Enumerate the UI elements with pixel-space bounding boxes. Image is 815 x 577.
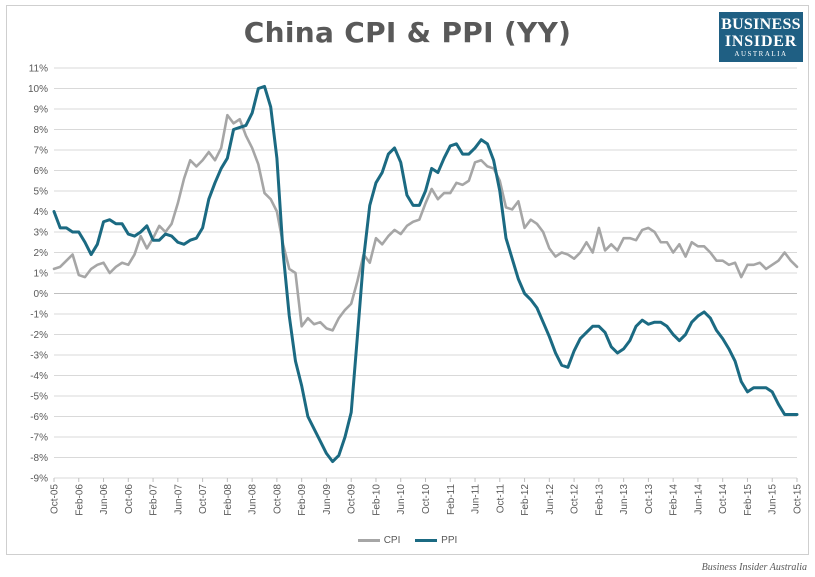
x-tick-label: Jun-10 (396, 484, 407, 515)
source-credit: Business Insider Australia (701, 562, 807, 573)
series-lines (52, 84, 799, 464)
x-tick-label: Jun-12 (545, 484, 556, 515)
x-tick-label: Jun-14 (693, 484, 704, 515)
y-tick-label: 8% (34, 125, 49, 136)
logo-line-1: BUSINESS (721, 16, 801, 33)
logo-line-2: INSIDER (724, 33, 798, 50)
x-tick-label: Oct-07 (198, 484, 209, 514)
y-tick-label: 3% (34, 228, 49, 239)
legend-item-ppi: PPI (415, 535, 457, 546)
x-tick-label: Jun-15 (768, 484, 779, 515)
y-tick-label: 2% (34, 248, 49, 259)
y-tick-label: 4% (34, 207, 49, 218)
series-line-ppi (52, 84, 799, 464)
series-line-cpi (52, 113, 799, 332)
y-tick-label: 0% (34, 289, 49, 300)
y-tick-label: 6% (34, 166, 49, 177)
y-tick-label: -6% (30, 412, 48, 423)
y-tick-label: -3% (30, 351, 48, 362)
x-tick-label: Jun-06 (99, 484, 110, 515)
x-tick-label: Feb-09 (297, 484, 308, 516)
y-tick-label: -1% (30, 310, 48, 321)
y-tick-label: 5% (34, 187, 49, 198)
y-tick-label: -7% (30, 433, 48, 444)
x-tick-label: Jun-07 (173, 484, 184, 515)
y-tick-label: 11% (29, 64, 48, 75)
legend-item-cpi: CPI (357, 535, 401, 546)
y-tick-label: 10% (28, 84, 48, 95)
x-tick-label: Oct-05 (50, 484, 61, 514)
legend-swatch-ppi (415, 538, 438, 542)
y-tick-label: -9% (30, 474, 48, 485)
x-tick-label: Feb-10 (371, 484, 382, 516)
x-tick-label: Feb-08 (223, 484, 234, 516)
legend: CPI PPI (0, 535, 815, 546)
legend-label-cpi: CPI (383, 535, 401, 546)
chart-frame (6, 5, 809, 555)
x-tick-label: Oct-09 (347, 484, 358, 514)
x-tick-label: Oct-11 (495, 484, 506, 514)
y-tick-label: -2% (30, 330, 48, 341)
y-tick-label: -5% (30, 392, 48, 403)
business-insider-logo: BUSINESS INSIDER AUSTRALIA (719, 12, 803, 62)
x-axis: Oct-05 Feb-06 Jun-06 Oct-06 Feb-07 Jun-07 Oct-… (50, 478, 804, 516)
legend-label-ppi: PPI (441, 535, 458, 546)
x-tick-label: Oct-10 (421, 484, 432, 514)
legend-swatch-cpi (357, 538, 380, 542)
x-tick-label: Oct-13 (644, 484, 655, 514)
x-tick-label: Feb-13 (594, 484, 605, 516)
x-tick-label: Feb-12 (520, 484, 531, 516)
x-tick-label: Jun-08 (248, 484, 259, 515)
x-tick-label: Oct-15 (793, 484, 804, 514)
x-tick-label: Feb-15 (743, 484, 754, 516)
y-tick-label: 1% (34, 269, 49, 280)
x-tick-label: Jun-09 (322, 484, 333, 515)
x-tick-label: Feb-07 (149, 484, 160, 516)
x-tick-label: Jun-11 (471, 484, 482, 514)
y-tick-label: -8% (30, 453, 48, 464)
x-tick-label: Feb-06 (74, 484, 85, 516)
x-tick-label: Feb-11 (446, 484, 457, 515)
y-tick-label: 7% (34, 146, 49, 157)
chart-title: China CPI & PPI (YY) (243, 16, 572, 49)
y-tick-label: -4% (30, 371, 48, 382)
x-tick-label: Oct-06 (124, 484, 135, 514)
logo-line-3: AUSTRALIA (734, 50, 788, 58)
y-tick-label: 9% (34, 105, 49, 116)
x-tick-label: Oct-12 (570, 484, 581, 514)
x-tick-label: Oct-14 (718, 484, 729, 514)
gridlines (54, 67, 797, 479)
y-axis: 11% 10% 9% 8% 7% 6% 5% 4% 3% 2% 1% 0% -1% -2% -3% -4% -5… (28, 64, 48, 485)
x-tick-label: Oct-08 (272, 484, 283, 514)
x-tick-label: Jun-13 (619, 484, 630, 515)
x-tick-label: Feb-14 (669, 484, 680, 516)
